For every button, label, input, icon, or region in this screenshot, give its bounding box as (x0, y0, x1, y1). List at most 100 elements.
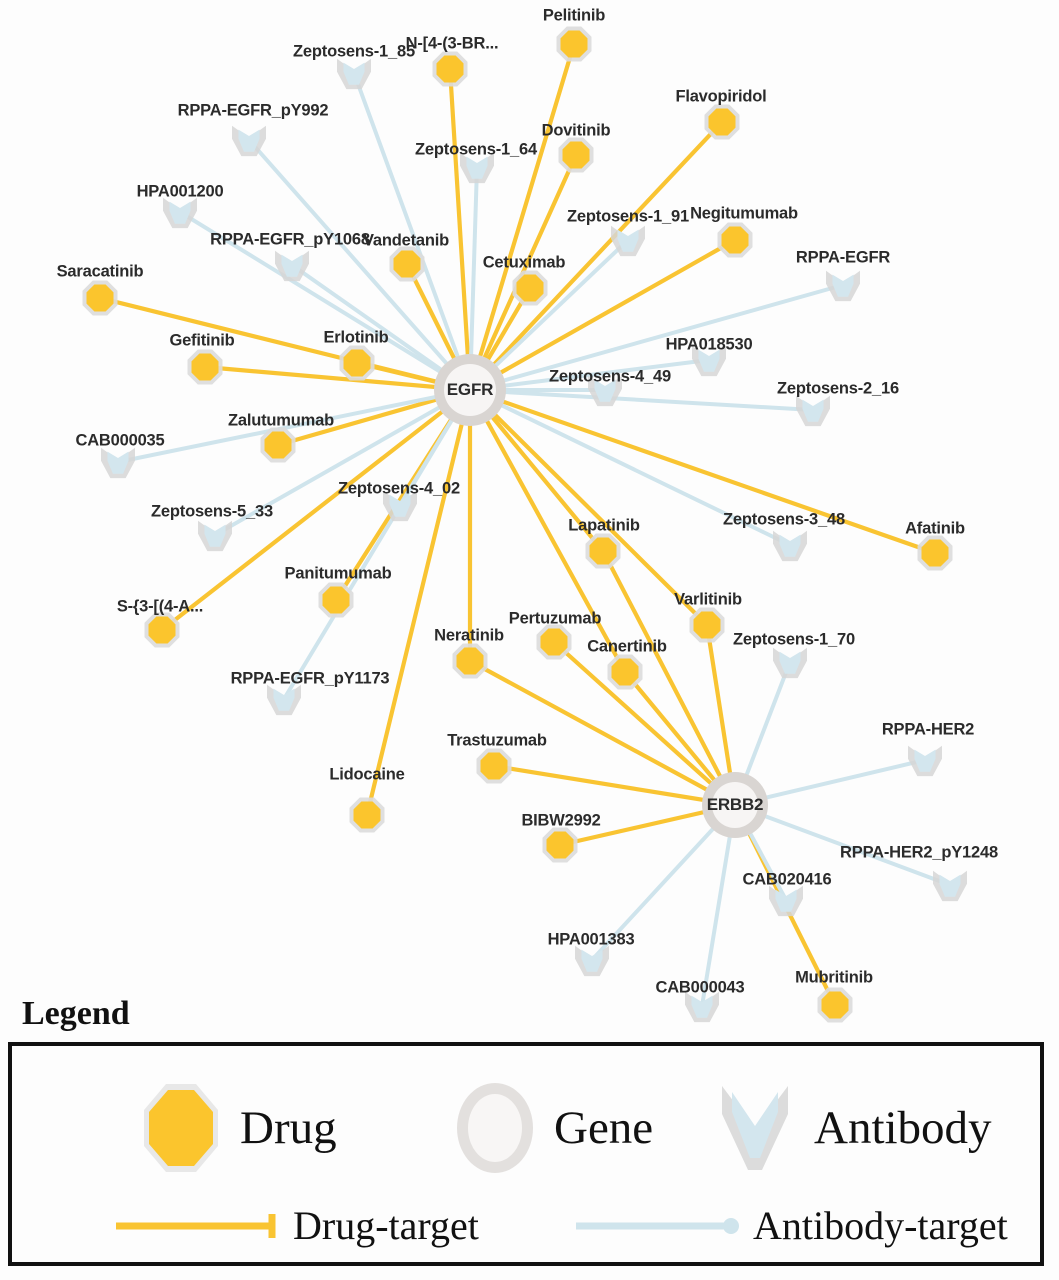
drug-label: Afatinib (905, 519, 965, 538)
antibody-node[interactable] (460, 152, 494, 184)
antibody-label: RPPA-EGFR_pY1068 (210, 230, 370, 249)
antibody-node[interactable] (198, 520, 232, 552)
drug-node-body (264, 431, 292, 459)
antibody-node-body (779, 534, 801, 557)
antibody-label: Zeptosens-1_85 (293, 42, 415, 61)
drug-node[interactable] (704, 104, 740, 140)
drug-label: Neratinib (434, 626, 504, 645)
drug-node[interactable] (556, 26, 592, 62)
drug-edge-icon (116, 1214, 276, 1238)
antibody-node[interactable] (692, 345, 726, 377)
antibody-node[interactable] (908, 745, 942, 777)
antibody-node[interactable] (826, 270, 860, 302)
drug-node[interactable] (542, 827, 578, 863)
drug-node[interactable] (339, 345, 375, 381)
drug-label: Varlitinib (674, 590, 742, 609)
drug-target-edge (467, 658, 738, 808)
antibody-node[interactable] (101, 447, 135, 479)
antibody-target-edge (468, 358, 711, 392)
drug-node[interactable] (144, 612, 180, 648)
drug-label: Zalutumumab (228, 411, 334, 430)
drug-node-body (436, 55, 464, 83)
drug-node-body (546, 831, 574, 859)
drug-node-body (148, 616, 176, 644)
drug-node-body (708, 108, 736, 136)
drug-node[interactable] (585, 533, 621, 569)
gene-circle-icon (452, 1078, 538, 1178)
antibody-label: Zeptosens-5_33 (151, 502, 273, 521)
antibody-node[interactable] (267, 684, 301, 716)
antibody-node-body (832, 274, 854, 297)
antibody-node[interactable] (773, 530, 807, 562)
drug-node[interactable] (82, 280, 118, 316)
drug-node[interactable] (512, 270, 548, 306)
drug-node[interactable] (607, 654, 643, 690)
antibody-node-body (107, 451, 129, 474)
legend-item-antibody-edge: Antibody-target (572, 1206, 1008, 1246)
drug-node[interactable] (817, 987, 853, 1023)
drug-node-body (562, 141, 590, 169)
antibody-node[interactable] (611, 225, 645, 257)
antibody-node[interactable] (796, 395, 830, 427)
drug-node[interactable] (349, 797, 385, 833)
antibody-label: CAB020416 (742, 870, 832, 889)
drug-node[interactable] (187, 349, 223, 385)
drug-label: Panitumumab (284, 564, 392, 583)
legend-label-gene: Gene (554, 1101, 654, 1154)
drug-label: Gefitinib (169, 331, 235, 350)
drug-node[interactable] (452, 643, 488, 679)
antibody-label: RPPA-HER2 (881, 720, 975, 739)
drug-node-body (322, 586, 350, 614)
drug-node[interactable] (318, 582, 354, 618)
legend-item-drug-edge: Drug-target (112, 1206, 479, 1246)
drug-label: Lapatinib (568, 516, 640, 535)
drug-node-body (191, 353, 219, 381)
gene-node-egfr[interactable] (434, 354, 506, 426)
antibody-target-edge (468, 238, 630, 392)
antibody-node-body (169, 201, 191, 224)
antibody-node[interactable] (773, 647, 807, 679)
gene-node-body (712, 782, 758, 828)
antibody-node[interactable] (685, 991, 719, 1023)
antibody-node[interactable] (383, 490, 417, 522)
antibody-label: RPPA-HER2_pY1248 (840, 843, 998, 862)
gene-node-erbb2[interactable] (702, 772, 768, 838)
antibody-node[interactable] (163, 197, 197, 229)
antibody-node-body (204, 524, 226, 547)
drug-label: Vandetanib (362, 231, 450, 250)
drug-label: Lidocaine (329, 765, 405, 784)
antibody-label: CAB000043 (655, 978, 745, 997)
antibody-target-edge (590, 803, 737, 962)
drug-node[interactable] (432, 51, 468, 87)
antibody-target-edge (733, 803, 952, 887)
drug-target-edge (202, 364, 473, 393)
drug-node-body (86, 284, 114, 312)
drug-node[interactable] (558, 137, 594, 173)
drug-node[interactable] (260, 427, 296, 463)
antibody-node-body (691, 995, 713, 1018)
drug-label: Dovitinib (541, 121, 611, 140)
drug-node[interactable] (476, 748, 512, 784)
drug-node[interactable] (536, 624, 572, 660)
drug-node-body (343, 349, 371, 377)
antibody-chevron-icon (712, 1078, 798, 1178)
antibody-node[interactable] (337, 58, 371, 90)
drug-label: S-{3-[(4-A... (116, 597, 204, 616)
antibody-node-body (779, 651, 801, 674)
antibody-node[interactable] (588, 375, 622, 407)
gene-node-body (444, 364, 496, 416)
antibody-node[interactable] (933, 870, 967, 902)
antibody-node[interactable] (275, 250, 309, 282)
antibody-node[interactable] (769, 885, 803, 917)
drug-node[interactable] (717, 222, 753, 258)
drug-node[interactable] (389, 246, 425, 282)
drug-label: BIBW2992 (521, 811, 601, 830)
drug-node[interactable] (917, 535, 953, 571)
legend-item-gene: Gene (452, 1078, 653, 1178)
legend-label-drug-target: Drug-target (293, 1203, 479, 1248)
antibody-node[interactable] (232, 125, 266, 157)
antibody-label: HPA001200 (136, 182, 224, 201)
antibody-node[interactable] (575, 945, 609, 977)
drug-node[interactable] (689, 607, 725, 643)
